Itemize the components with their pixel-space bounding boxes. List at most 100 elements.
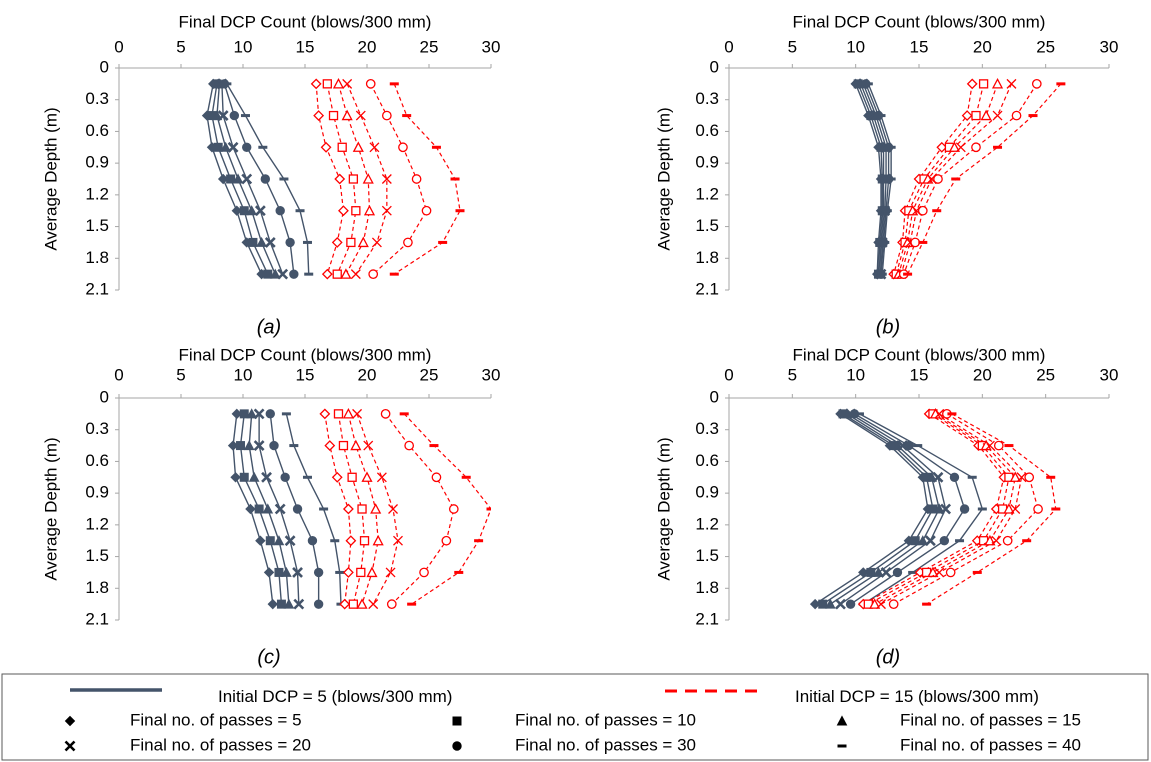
- data-point-initial15-passes40: [1004, 444, 1014, 448]
- data-point-initial5-passes40: [281, 412, 291, 416]
- data-point-initial5-passes40: [854, 412, 864, 416]
- data-point-initial15-passes30: [368, 269, 379, 279]
- data-point-initial5-passes5: [263, 567, 275, 578]
- data-point-initial15-passes20: [355, 110, 366, 121]
- data-point-initial5-passes40: [863, 82, 873, 86]
- data-point-initial15-passes20: [1010, 504, 1021, 514]
- data-point-initial5-passes30: [285, 237, 295, 248]
- series-line-initial15-passes40: [393, 83, 461, 275]
- data-point-initial15-passes5: [338, 205, 349, 217]
- data-point-initial15-passes20: [955, 142, 966, 153]
- data-point-initial15-passes40: [454, 570, 464, 574]
- y-tick-label: 0.9: [85, 483, 109, 502]
- data-point-initial15-passes30: [1033, 504, 1043, 514]
- data-point-initial15-passes5: [961, 110, 973, 121]
- data-point-initial5-passes20: [293, 598, 305, 610]
- data-point-initial15-passes30: [431, 472, 442, 483]
- data-point-initial15-passes15: [948, 141, 961, 152]
- chart-panel-d: Final DCP Count (blows/300 mm) 0 5 10 15 20 25…: [654, 345, 1118, 668]
- x-tick-label: 10: [234, 37, 253, 56]
- y-tick-label: 0.3: [85, 419, 109, 438]
- data-point-initial5-passes10: [213, 142, 223, 152]
- y-tick-label: 2.1: [695, 609, 719, 628]
- data-point-initial5-passes15: [262, 503, 274, 514]
- data-point-initial15-passes20: [342, 78, 353, 89]
- data-point-initial15-passes10: [346, 237, 356, 248]
- data-point-initial5-passes20: [264, 237, 276, 248]
- legend-passes-15-label: Final no. of passes = 15: [900, 710, 1081, 729]
- data-point-initial5-passes40: [289, 444, 299, 448]
- data-point-initial5-passes40: [913, 444, 923, 448]
- legend-marker-20-passes: [64, 740, 76, 752]
- data-point-initial15-passes10: [337, 142, 347, 152]
- data-point-initial15-passes40: [918, 240, 928, 244]
- data-point-initial5-passes15: [246, 205, 258, 216]
- data-point-initial15-passes15: [1003, 503, 1015, 514]
- y-tick-label: 0: [710, 57, 719, 76]
- data-point-initial15-passes15: [341, 109, 353, 121]
- data-point-initial15-passes40: [429, 444, 439, 448]
- data-point-initial5-passes20: [940, 503, 952, 515]
- data-point-initial5-passes40: [877, 272, 887, 276]
- data-point-initial15-passes10: [347, 472, 357, 482]
- data-point-initial15-passes40: [903, 272, 913, 276]
- data-point-initial5-passes40: [302, 240, 312, 244]
- y-axis-title: Average Depth (m): [41, 437, 60, 580]
- data-point-initial5-passes30: [292, 504, 303, 514]
- data-point-initial15-passes5: [339, 598, 351, 610]
- data-point-initial15-passes30: [910, 237, 921, 248]
- legend-frame: [1, 673, 1149, 761]
- data-point-initial5-passes20: [227, 141, 239, 153]
- y-tick-label: 1.2: [695, 184, 719, 203]
- data-point-initial15-passes20: [376, 472, 387, 483]
- data-point-initial5-passes10: [866, 567, 876, 577]
- legend-marker-10-passes: [452, 716, 462, 726]
- data-point-initial15-passes30: [945, 567, 956, 578]
- data-point-initial5-passes30: [242, 142, 252, 152]
- data-point-initial5-passes10: [226, 174, 236, 184]
- data-point-initial5-passes15: [269, 268, 281, 279]
- data-point-initial5-passes20: [254, 205, 266, 217]
- data-point-initial15-passes40: [922, 602, 932, 606]
- y-tick-label: 0: [710, 387, 719, 406]
- y-tick-label: 1.2: [85, 514, 109, 533]
- data-point-initial15-passes10: [333, 409, 344, 419]
- data-point-initial5-passes40: [886, 177, 896, 181]
- data-point-initial5-passes30: [275, 206, 285, 216]
- data-point-initial15-passes10: [359, 536, 370, 546]
- data-point-initial15-passes30: [1011, 110, 1022, 121]
- data-point-initial5-passes15: [248, 471, 260, 482]
- data-point-initial5-passes10: [263, 269, 273, 279]
- data-point-initial5-passes40: [304, 272, 314, 276]
- data-point-initial15-passes30: [386, 599, 397, 609]
- x-tick-label: 20: [973, 365, 992, 384]
- data-point-initial5-passes40: [302, 475, 312, 479]
- data-point-initial5-passes30: [289, 269, 299, 279]
- data-point-initial15-passes15: [372, 534, 384, 546]
- chart-panel-b: Final DCP Count (blows/300 mm) 0 5 10 15 20 25…: [654, 12, 1118, 338]
- data-point-initial5-passes15: [873, 566, 884, 577]
- data-point-initial15-passes10: [357, 504, 367, 514]
- y-tick-label: 0.9: [695, 153, 719, 172]
- data-point-initial5-passes15: [211, 110, 223, 121]
- data-point-initial5-passes40: [955, 539, 965, 543]
- data-point-initial5-passes10: [254, 504, 264, 514]
- data-point-initial5-passes10: [236, 441, 246, 451]
- data-point-initial5-passes40: [319, 507, 329, 511]
- data-point-initial15-passes30: [441, 535, 452, 546]
- data-point-initial15-passes20: [352, 408, 363, 419]
- chart-panel-a: Final DCP Count (blows/300 mm) 0 5 10 15 20 25…: [41, 12, 500, 338]
- data-point-initial15-passes30: [380, 409, 391, 419]
- data-point-initial15-passes20: [363, 440, 374, 451]
- y-tick-label: 1.8: [85, 578, 109, 597]
- legend-marker-15-passes: [836, 715, 848, 726]
- data-point-initial5-passes15: [256, 236, 267, 247]
- data-point-initial5-passes20: [880, 567, 892, 578]
- data-point-initial15-passes40: [951, 177, 961, 181]
- panel-caption: (b): [876, 316, 900, 338]
- data-point-initial15-passes40: [450, 177, 460, 181]
- x-tick-label: 10: [846, 365, 865, 384]
- x-tick-label: 5: [176, 37, 185, 56]
- data-point-initial15-passes40: [389, 272, 399, 276]
- series-group: [227, 407, 491, 610]
